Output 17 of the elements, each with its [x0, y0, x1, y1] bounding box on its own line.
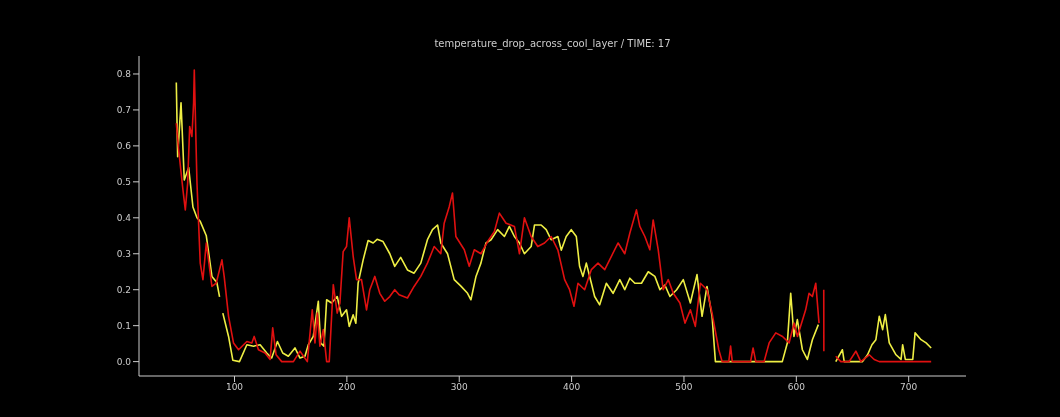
chart-title: temperature_drop_across_cool_layer / TIME: 17 [433, 38, 672, 49]
x-tick-label: 200 [338, 382, 356, 393]
y-tick-label: 0.6 [116, 141, 132, 152]
y-tick-label: 0.4 [116, 212, 132, 223]
y-tick-label: 0.3 [116, 248, 131, 259]
x-tick-label: 700 [900, 382, 918, 393]
y-tick-label: 0.1 [116, 320, 131, 331]
y-tick-label: 0.8 [116, 69, 132, 80]
y-tick-label: 0.0 [116, 356, 132, 367]
y-tick-label: 0.5 [116, 177, 131, 188]
x-tick-label: 300 [450, 382, 469, 393]
x-tick-label: 600 [787, 382, 806, 393]
y-tick-label: 0.7 [116, 105, 131, 116]
y-tick-label: 0.2 [116, 284, 131, 295]
x-tick-label: 500 [675, 382, 693, 393]
x-tick-label: 400 [563, 382, 581, 393]
x-tick-label: 100 [225, 382, 244, 393]
